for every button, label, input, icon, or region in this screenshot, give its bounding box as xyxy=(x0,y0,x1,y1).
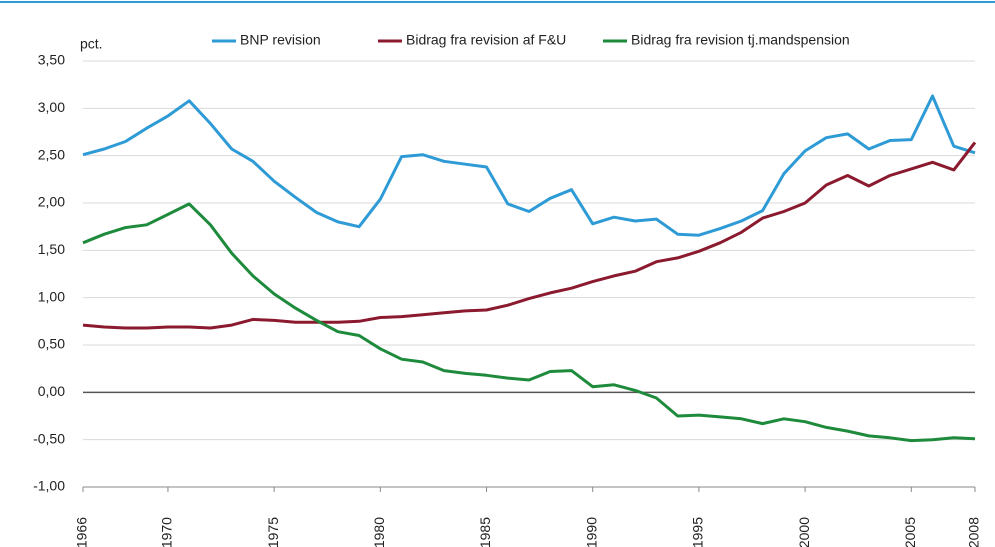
x-tick-label: 2008 xyxy=(966,517,982,547)
y-tick-label: -0,50 xyxy=(33,430,65,446)
legend-label: Bidrag fra revision tj.mandspension xyxy=(631,32,850,48)
y-tick-label: -1,00 xyxy=(33,478,65,494)
x-tick-label: 1990 xyxy=(583,517,599,547)
y-axis-label: pct. xyxy=(80,36,103,52)
y-tick-label: 1,50 xyxy=(38,241,65,257)
y-tick-label: 0,50 xyxy=(38,336,65,352)
y-tick-label: 3,50 xyxy=(38,52,65,68)
legend-label: Bidrag fra revision af F&U xyxy=(406,32,566,48)
series-line xyxy=(82,202,976,443)
y-tick-label: 2,00 xyxy=(38,194,65,210)
series-line xyxy=(82,94,976,237)
x-tick-label: 2000 xyxy=(796,517,812,547)
series-line xyxy=(82,141,977,330)
x-tick-label: 1995 xyxy=(690,517,706,547)
x-tick-label: 1970 xyxy=(159,517,175,547)
y-tick-label: 1,00 xyxy=(38,288,65,304)
x-tick-label: 1985 xyxy=(477,517,493,547)
legend-label: BNP revision xyxy=(240,32,321,48)
x-tick-label: 1966 xyxy=(74,517,90,547)
y-tick-label: 2,50 xyxy=(38,146,65,162)
y-tick-label: 0,00 xyxy=(38,383,65,399)
x-tick-label: 1980 xyxy=(371,517,387,547)
x-tick-label: 1975 xyxy=(265,517,281,547)
x-tick-label: 2005 xyxy=(902,517,918,547)
y-tick-label: 3,00 xyxy=(38,99,65,115)
